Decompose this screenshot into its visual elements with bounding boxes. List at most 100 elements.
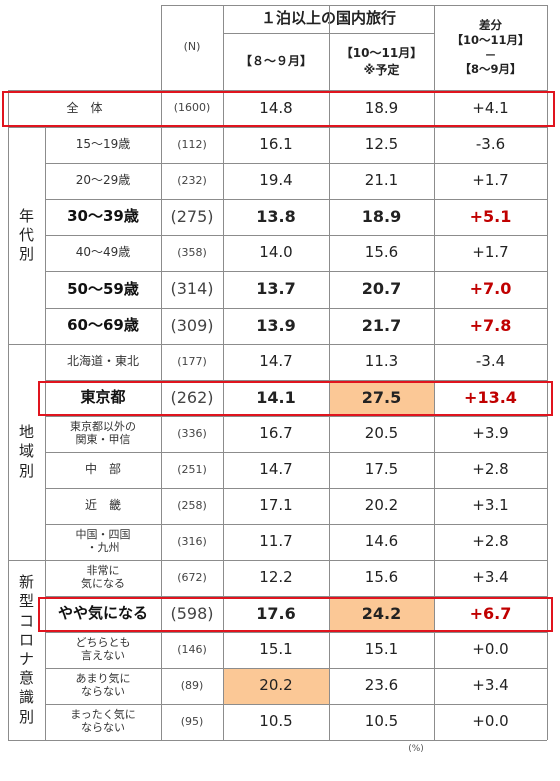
col-diff-header: 差分 【10～11月】－【8～9月】 — [434, 5, 547, 90]
row-n: (358) — [177, 245, 207, 259]
row-diff: -3.4 — [475, 352, 506, 371]
row-past: 17.6 — [256, 603, 296, 623]
grid-line — [8, 90, 547, 91]
row-label: 東京都以外の 関東・甲信 — [45, 416, 161, 452]
row-past: 14.8 — [259, 98, 293, 117]
grid-line — [8, 90, 9, 740]
grid-line — [161, 5, 547, 6]
row-plan: 12.5 — [364, 135, 399, 154]
row-plan: 20.2 — [364, 496, 399, 515]
row-diff: +1.7 — [472, 243, 509, 262]
row-diff: +2.8 — [472, 460, 509, 479]
row-label: 中国・四国 ・九州 — [45, 524, 161, 560]
row-past: 11.7 — [259, 532, 293, 551]
grid-line — [45, 199, 547, 200]
row-plan: 23.6 — [364, 676, 399, 695]
category-corona-char: 型 — [18, 592, 34, 611]
row-plan: 15.6 — [364, 568, 399, 587]
row-label-line: 東京都 — [80, 388, 126, 407]
row-label: どちらとも 言えない — [45, 632, 161, 668]
row-label: まったく気に ならない — [45, 704, 161, 740]
grid-line — [45, 632, 547, 633]
row-label-line: 関東・甲信 — [75, 433, 131, 446]
row-past: 17.1 — [259, 496, 293, 515]
category-region-char: 域 — [18, 442, 34, 461]
category-corona-char: ナ — [18, 650, 34, 668]
row-n: (598) — [170, 603, 214, 623]
col-past-header: 【８～９月】 — [239, 53, 312, 68]
row-past: 16.7 — [259, 424, 293, 443]
row-past: 14.0 — [259, 243, 293, 262]
grid-line — [45, 235, 547, 236]
row-label: 15～19歳 — [45, 127, 161, 163]
row-plan: 14.6 — [364, 532, 399, 551]
row-n: (112) — [177, 137, 207, 151]
grid-line — [434, 5, 435, 740]
row-plan: 17.5 — [364, 460, 399, 479]
grid-line — [45, 127, 46, 740]
grid-line — [8, 127, 547, 128]
row-diff: +13.4 — [464, 387, 517, 407]
col-plan-header-line-0: 【10～11月】 — [340, 45, 423, 60]
row-plan: 20.7 — [361, 279, 402, 299]
grid-line — [547, 5, 548, 740]
row-label-line: 15～19歳 — [75, 137, 131, 152]
row-n: (251) — [177, 462, 207, 476]
category-age: 年代別 — [8, 127, 45, 344]
grid-line — [45, 452, 547, 453]
row-past: 19.4 — [259, 171, 293, 190]
row-past: 13.8 — [256, 206, 296, 226]
row-diff: +7.0 — [469, 279, 512, 299]
category-corona-char: 識 — [18, 688, 34, 707]
row-plan: 18.9 — [364, 98, 399, 117]
row-label-line: あまり気に — [75, 672, 131, 686]
category-corona-char: 新 — [18, 573, 34, 592]
row-label-line: 中国・四国 — [75, 528, 131, 542]
row-plan: 21.1 — [364, 171, 399, 190]
unit-footnote: (%) — [408, 743, 424, 754]
category-age-char: 別 — [18, 245, 34, 264]
grid-line — [329, 5, 330, 740]
row-label-line: 30～39歳 — [67, 207, 139, 226]
row-n: (146) — [177, 642, 207, 656]
row-label-line: 東京都以外の — [70, 420, 136, 434]
row-label: 40～49歳 — [45, 235, 161, 271]
row-label: 非常に 気になる — [45, 560, 161, 596]
grid-line — [8, 560, 547, 561]
row-label: あまり気に ならない — [45, 668, 161, 704]
row-label-line: やや気になる — [57, 604, 148, 623]
row-past: 13.9 — [256, 315, 296, 335]
grid-line — [45, 308, 547, 309]
category-corona-char: コ — [18, 611, 34, 630]
grid-line — [45, 416, 547, 417]
row-plan: 20.5 — [364, 424, 399, 443]
grid-line — [45, 524, 547, 525]
row-label-line: 近 畿 — [84, 498, 121, 513]
row-n: (232) — [177, 173, 207, 187]
row-label-line: 20～29歳 — [75, 173, 131, 188]
row-n: (262) — [170, 387, 214, 407]
grid-line — [45, 271, 547, 272]
row-label-line: ならない — [81, 685, 125, 698]
col-diff-header-line-2: － — [484, 47, 497, 62]
row-plan: 18.9 — [361, 206, 402, 226]
row-diff: +3.1 — [472, 496, 509, 515]
row-label: 東京都 — [45, 380, 161, 416]
col-plan-header: 【10～11月】 ※予定 — [329, 33, 434, 90]
row-diff: -3.6 — [475, 135, 506, 154]
grid-line — [45, 596, 547, 597]
row-n: (177) — [177, 354, 207, 368]
group-title: １泊以上の国内旅行 — [223, 5, 434, 33]
col-plan-header-line-1: ※予定 — [363, 62, 400, 77]
row-label-line: まったく気に — [70, 708, 136, 722]
row-plan: 27.5 — [361, 387, 402, 407]
row-label-line: 非常に — [86, 564, 120, 578]
row-label-line: 中 部 — [84, 462, 121, 477]
row-diff: +3.4 — [472, 676, 509, 695]
category-corona-char: 意 — [18, 669, 34, 688]
row-plan: 11.3 — [364, 352, 399, 371]
row-label-line: 50～59歳 — [67, 279, 139, 298]
row-n: (95) — [180, 714, 204, 728]
row-label: 中 部 — [45, 452, 161, 488]
